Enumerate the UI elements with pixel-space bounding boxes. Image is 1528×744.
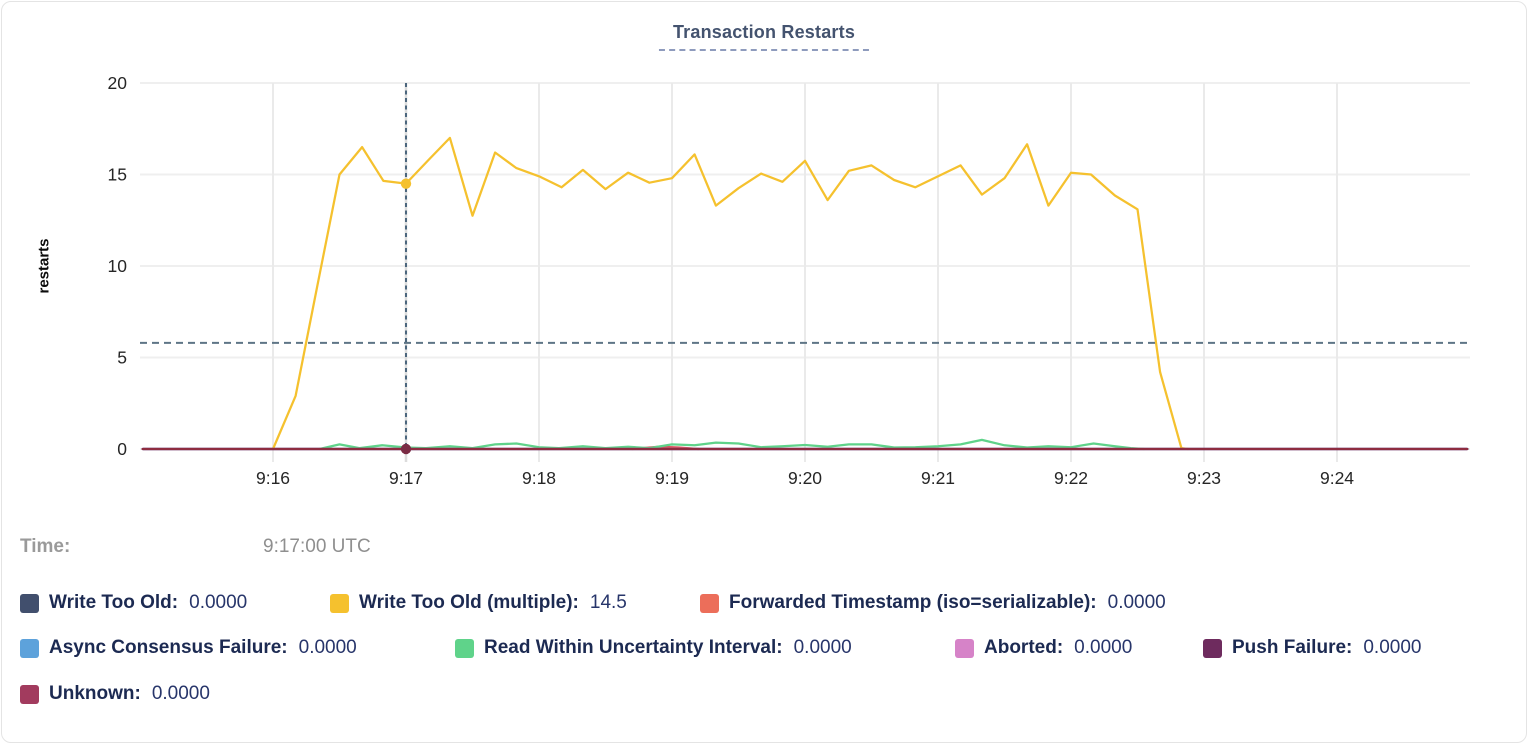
legend-swatch-push-failure [1203,638,1222,658]
legend-value: 0.0000 [793,637,852,658]
x-tick-label: 9:23 [1187,468,1221,488]
series-line-read-within-uncertainty-interval [318,438,1146,451]
legend-item-push-failure: Push Failure: 0.0000 [1203,637,1421,659]
legend-swatch-write-too-old [20,593,39,613]
y-tick-label: 0 [117,439,127,459]
legend-swatch-async-consensus-failure [20,638,39,658]
legend-label: Forwarded Timestamp (iso=serializable): [729,592,1097,613]
hover-dot-unknown [400,443,412,455]
legend-value: 0.0000 [151,683,210,704]
legend-value: 0.0000 [1074,637,1133,658]
legend-item-unknown: Unknown: 0.0000 [20,683,210,705]
legend-label: Aborted: [984,637,1064,658]
legend-item-read-within-uncertainty-interval: Read Within Uncertainty Interval: 0.0000 [455,637,852,659]
x-tick-label: 9:20 [788,468,822,488]
legend-label: Push Failure: [1232,637,1353,658]
hover-time-value: 9:17:00 UTC [263,536,371,557]
legend-label: Read Within Uncertainty Interval: [484,637,783,658]
legend-label: Write Too Old (multiple): [359,592,579,613]
legend-label: Async Consensus Failure: [49,637,288,658]
x-tick-label: 9:18 [522,468,556,488]
y-tick-label: 10 [108,256,128,276]
x-tick-label: 9:16 [256,468,290,488]
y-tick-label: 15 [108,165,127,185]
x-tick-label: 9:19 [655,468,689,488]
legend-swatch-read-within-uncertainty-interval [455,638,474,658]
chart-title: Transaction Restarts [658,22,870,51]
x-tick-label: 9:22 [1054,468,1088,488]
hover-time-label: Time: [20,536,71,557]
x-tick-label: 9:17 [389,468,423,488]
y-tick-label: 5 [117,348,127,368]
legend-item-forwarded-timestamp-iso-serializable: Forwarded Timestamp (iso=serializable): 0… [700,592,1166,614]
legend-swatch-unknown [20,684,39,704]
legend-swatch-aborted [955,638,974,658]
legend-value: 14.5 [589,592,627,613]
legend-item-write-too-old-multiple: Write Too Old (multiple): 14.5 [330,592,627,614]
transaction-restarts-chart[interactable]: 0 5 10 15 20 9:16 9:17 9:18 9:19 9:20 9:21 9:22 9:23… [0,0,1528,520]
legend-value: 0.0000 [298,637,357,658]
legend-item-async-consensus-failure: Async Consensus Failure: 0.0000 [20,637,357,659]
x-tick-label: 9:24 [1320,468,1354,488]
series-line-write-too-old-multiple [271,136,1190,451]
legend-value: 0.0000 [1107,592,1166,613]
y-tick-label: 20 [108,73,128,93]
legend-label: Unknown: [49,683,141,704]
hover-dot-write-too-old-multiple [400,178,412,189]
legend-value: 0.0000 [1363,637,1422,658]
legend-item-aborted: Aborted: 0.0000 [955,637,1132,659]
y-axis-label: restarts [35,238,53,294]
legend-label: Write Too Old: [49,592,179,613]
legend-swatch-forwarded-timestamp-iso-serializable [700,593,719,613]
legend-value: 0.0000 [189,592,248,613]
legend-item-write-too-old: Write Too Old: 0.0000 [20,592,247,614]
x-tick-label: 9:21 [921,468,955,488]
legend-swatch-write-too-old-multiple [330,593,349,613]
